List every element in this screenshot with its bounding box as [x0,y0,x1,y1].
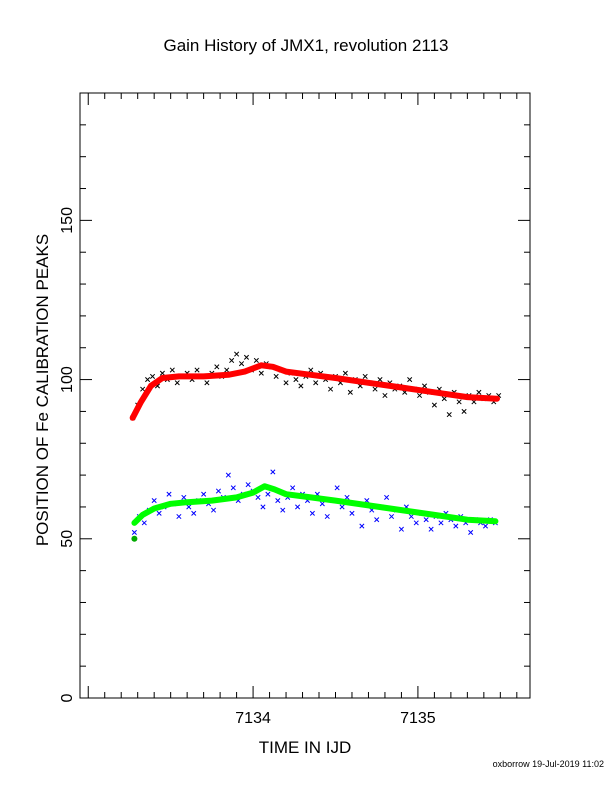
data-point-2 [359,523,365,529]
data-marks [129,351,502,542]
data-point-2 [468,529,474,535]
data-point-2 [151,498,157,504]
data-point-0 [441,396,447,402]
data-point-0 [362,373,368,379]
x-axis-label: TIME IN IJD [258,738,352,757]
data-point-0 [431,402,437,408]
data-point-0 [407,377,413,383]
data-point-0 [298,383,304,389]
data-point-2 [413,520,419,526]
data-point-2 [438,520,444,526]
data-point-2 [423,517,429,523]
data-point-2 [191,510,197,516]
data-point-0 [382,392,388,399]
data-point-0 [308,367,314,373]
data-point-2 [245,482,251,488]
data-point-2 [334,485,340,491]
data-point-0 [204,380,210,386]
data-point-2 [201,491,207,497]
data-point-2 [290,485,296,491]
data-point-0 [327,386,334,392]
data-point-0 [283,380,289,386]
data-point-2 [260,504,266,510]
footer-stamp: oxborrow 19-Jul-2019 11:02 [492,759,604,769]
data-dot-4 [131,535,138,542]
data-point-0 [194,367,200,373]
data-point-0 [476,389,482,395]
data-point-0 [377,377,383,383]
data-point-0 [446,412,452,418]
data-point-0 [293,377,299,383]
data-point-0 [313,380,319,386]
axis-ticks [80,92,530,699]
data-point-2 [131,529,137,535]
data-point-2 [408,513,414,520]
data-point-2 [324,513,330,520]
x-tick-label: 7135 [400,710,436,727]
data-point-2 [344,494,350,500]
data-point-0 [273,373,279,379]
data-point-0 [149,373,156,379]
data-point-2 [319,501,325,507]
data-point-2 [374,517,380,523]
data-point-0 [174,380,180,386]
data-point-2 [210,507,217,513]
y-tick-label: 150 [59,207,76,234]
data-point-0 [372,386,378,392]
data-point-0 [461,408,467,414]
data-point-2 [309,510,315,516]
data-point-2 [225,472,231,478]
data-point-2 [428,526,434,532]
data-point-0 [342,370,348,376]
y-tick-label: 50 [59,530,76,548]
fit-line-1 [129,362,500,421]
chart-title: Gain History of JMX1, revolution 2113 [163,36,449,55]
data-point-2 [230,485,236,491]
data-point-0 [169,367,175,373]
data-point-0 [421,383,428,389]
data-point-2 [215,488,222,494]
y-tick-label: 100 [59,366,76,393]
data-point-2 [453,523,459,529]
data-point-2 [275,498,281,504]
data-point-2 [265,491,271,497]
data-point-0 [347,389,353,395]
fit-line-3 [131,483,499,526]
data-point-0 [253,357,259,364]
data-point-2 [398,526,404,532]
data-point-2 [339,504,345,510]
data-point-2 [156,510,162,516]
data-point-2 [482,523,489,529]
data-point-0 [243,354,250,360]
data-point-0 [159,370,165,376]
data-point-2 [349,510,355,516]
data-point-2 [141,520,147,526]
x-tick-label: 7134 [235,710,271,727]
data-point-0 [214,364,220,370]
plot-frame [79,92,531,699]
y-tick-label: 0 [59,693,76,702]
data-point-2 [270,469,276,475]
data-point-0 [140,386,146,392]
data-point-2 [384,494,390,500]
data-point-2 [166,491,172,497]
data-point-2 [295,504,301,510]
axis-tick-labels: 7134 7135 0 50 100 150 [59,207,436,727]
data-point-0 [224,367,230,373]
data-point-0 [417,392,423,399]
data-point-2 [181,494,187,500]
data-point-2 [280,507,286,513]
data-point-0 [145,377,151,383]
data-point-2 [186,504,192,510]
data-point-0 [258,370,264,376]
data-point-0 [238,361,245,367]
data-point-0 [456,399,462,405]
data-point-2 [176,513,182,520]
data-point-0 [234,351,240,357]
data-point-2 [388,513,395,520]
data-point-2 [255,494,261,500]
data-point-0 [229,357,235,364]
